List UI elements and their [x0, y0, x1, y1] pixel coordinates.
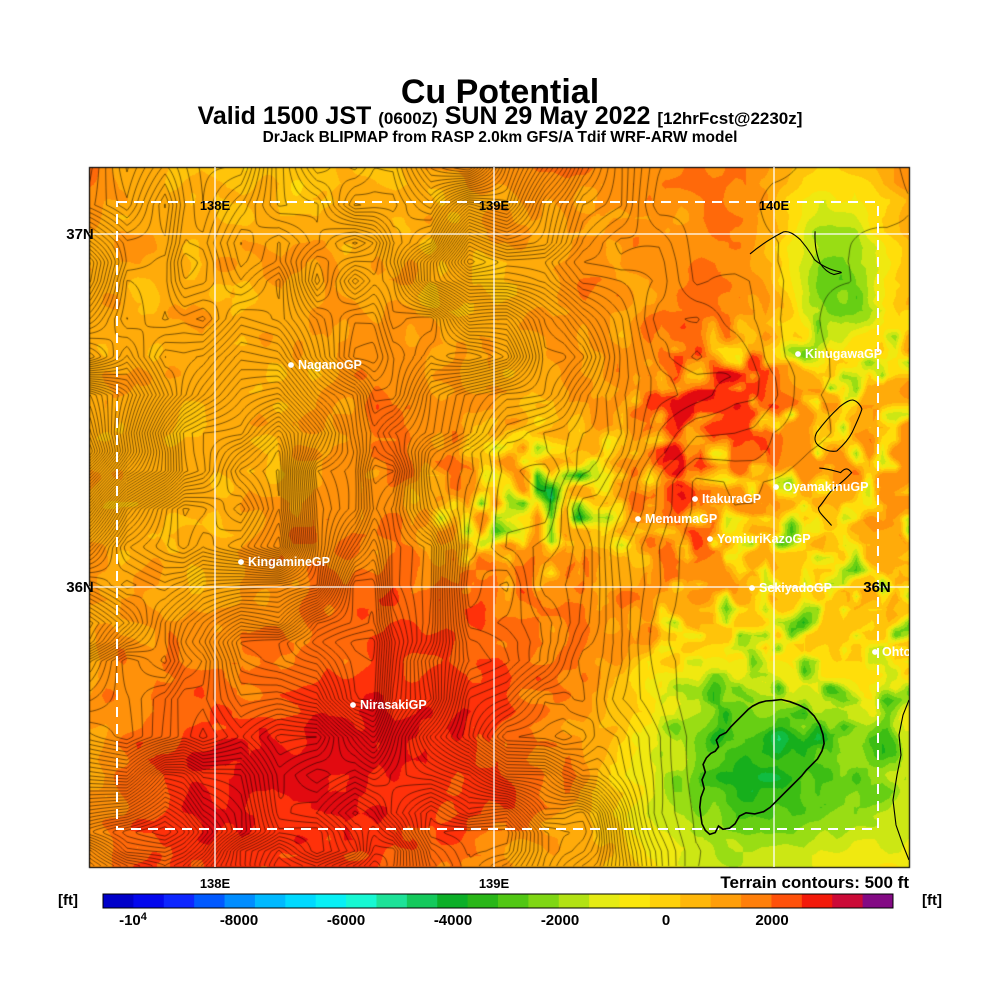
svg-text:OyamakinuGP: OyamakinuGP — [783, 480, 868, 494]
svg-text:DrJack BLIPMAP from RASP 2.0km: DrJack BLIPMAP from RASP 2.0km GFS/A Tdi… — [263, 129, 738, 146]
svg-text:FujiogawaGP: FujiogawaGP — [380, 866, 459, 880]
svg-text:YomiuriKazoGP: YomiuriKazoGP — [717, 532, 811, 546]
svg-text:NirasakiGP: NirasakiGP — [360, 698, 427, 712]
svg-text:KinugawaGP: KinugawaGP — [805, 347, 882, 361]
svg-text:36N: 36N — [863, 579, 891, 596]
svg-text:138E: 138E — [200, 876, 231, 891]
svg-text:139E: 139E — [479, 198, 510, 213]
svg-text:0: 0 — [662, 912, 670, 929]
svg-text:37N: 37N — [66, 226, 94, 243]
svg-text:-104: -104 — [119, 911, 148, 929]
svg-text:-4000: -4000 — [434, 912, 472, 929]
svg-text:138E: 138E — [200, 198, 231, 213]
svg-text:OhtoneGP: OhtoneGP — [882, 645, 944, 659]
svg-text:-2000: -2000 — [541, 912, 579, 929]
svg-text:KingamineGP: KingamineGP — [248, 555, 330, 569]
svg-text:2000: 2000 — [755, 912, 788, 929]
svg-text:-8000: -8000 — [220, 912, 258, 929]
svg-text:Terrain contours: 500 ft: Terrain contours: 500 ft — [720, 873, 909, 892]
svg-text:36N: 36N — [66, 579, 94, 596]
svg-text:NaganoGP: NaganoGP — [298, 358, 362, 372]
svg-text:SekiyadoGP: SekiyadoGP — [759, 581, 832, 595]
svg-text:ItakuraGP: ItakuraGP — [702, 492, 761, 506]
svg-text:Valid 1500 JST (0600Z) SUN 29: Valid 1500 JST (0600Z) SUN 29 May 2022 [… — [198, 102, 803, 130]
svg-text:-6000: -6000 — [327, 912, 365, 929]
svg-text:[ft]: [ft] — [58, 892, 78, 909]
svg-text:140E: 140E — [759, 198, 790, 213]
svg-text:MemumaGP: MemumaGP — [645, 512, 717, 526]
svg-text:139E: 139E — [479, 876, 510, 891]
svg-text:[ft]: [ft] — [922, 892, 942, 909]
